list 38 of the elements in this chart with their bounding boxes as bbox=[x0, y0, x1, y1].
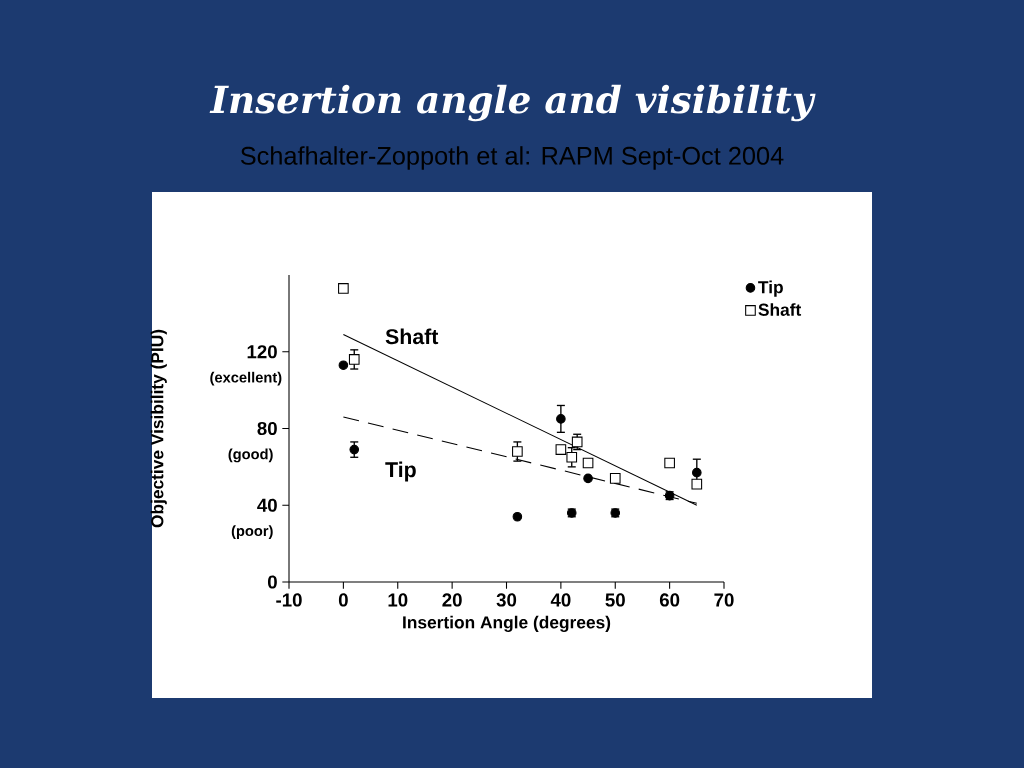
y-tick-label: 120 bbox=[247, 345, 277, 359]
point bbox=[348, 354, 360, 365]
text: (excellent) bbox=[210, 371, 282, 386]
x-tick-label: 0 bbox=[338, 593, 348, 607]
text: (poor) bbox=[231, 525, 273, 539]
annotation: Shaft bbox=[385, 328, 439, 345]
point bbox=[691, 478, 703, 490]
x-tick-label: -10 bbox=[276, 593, 302, 607]
chart-title: Insertion angle and visibility bbox=[209, 84, 816, 122]
y-tick-label: 80 bbox=[257, 421, 277, 436]
x-axis-title: Insertion Angle (degrees) bbox=[403, 615, 611, 633]
y-tick-label: 0 bbox=[267, 575, 277, 589]
x-tick-label: 70 bbox=[714, 593, 734, 607]
point bbox=[512, 511, 523, 522]
x-tick-label: 40 bbox=[550, 593, 571, 607]
text: (good) bbox=[228, 448, 273, 463]
x-tick-label: 10 bbox=[388, 593, 408, 607]
point bbox=[664, 457, 675, 469]
point bbox=[512, 446, 523, 457]
point bbox=[609, 473, 621, 484]
point bbox=[583, 473, 593, 484]
point bbox=[555, 444, 567, 455]
x-tick-label: 30 bbox=[496, 593, 517, 607]
point bbox=[338, 283, 349, 294]
point bbox=[556, 414, 566, 424]
annotation: Tip bbox=[385, 461, 416, 482]
point bbox=[338, 360, 349, 370]
legend-label: Tip bbox=[758, 280, 783, 297]
x-tick-label: 50 bbox=[605, 593, 625, 607]
point bbox=[692, 467, 702, 478]
x-tick-label: 20 bbox=[442, 593, 462, 607]
y-tick-label: 40 bbox=[257, 498, 277, 512]
chart-subtitle: Schafhalter-Zoppoth et al: RAPM Sept-Oct 2004 bbox=[240, 146, 784, 170]
legend-label: Shaft bbox=[758, 303, 802, 316]
point bbox=[582, 457, 594, 469]
x-tick-label: 60 bbox=[659, 593, 680, 607]
point bbox=[566, 451, 578, 463]
y-axis-title: Objective Visibility (PIU) bbox=[150, 329, 167, 528]
